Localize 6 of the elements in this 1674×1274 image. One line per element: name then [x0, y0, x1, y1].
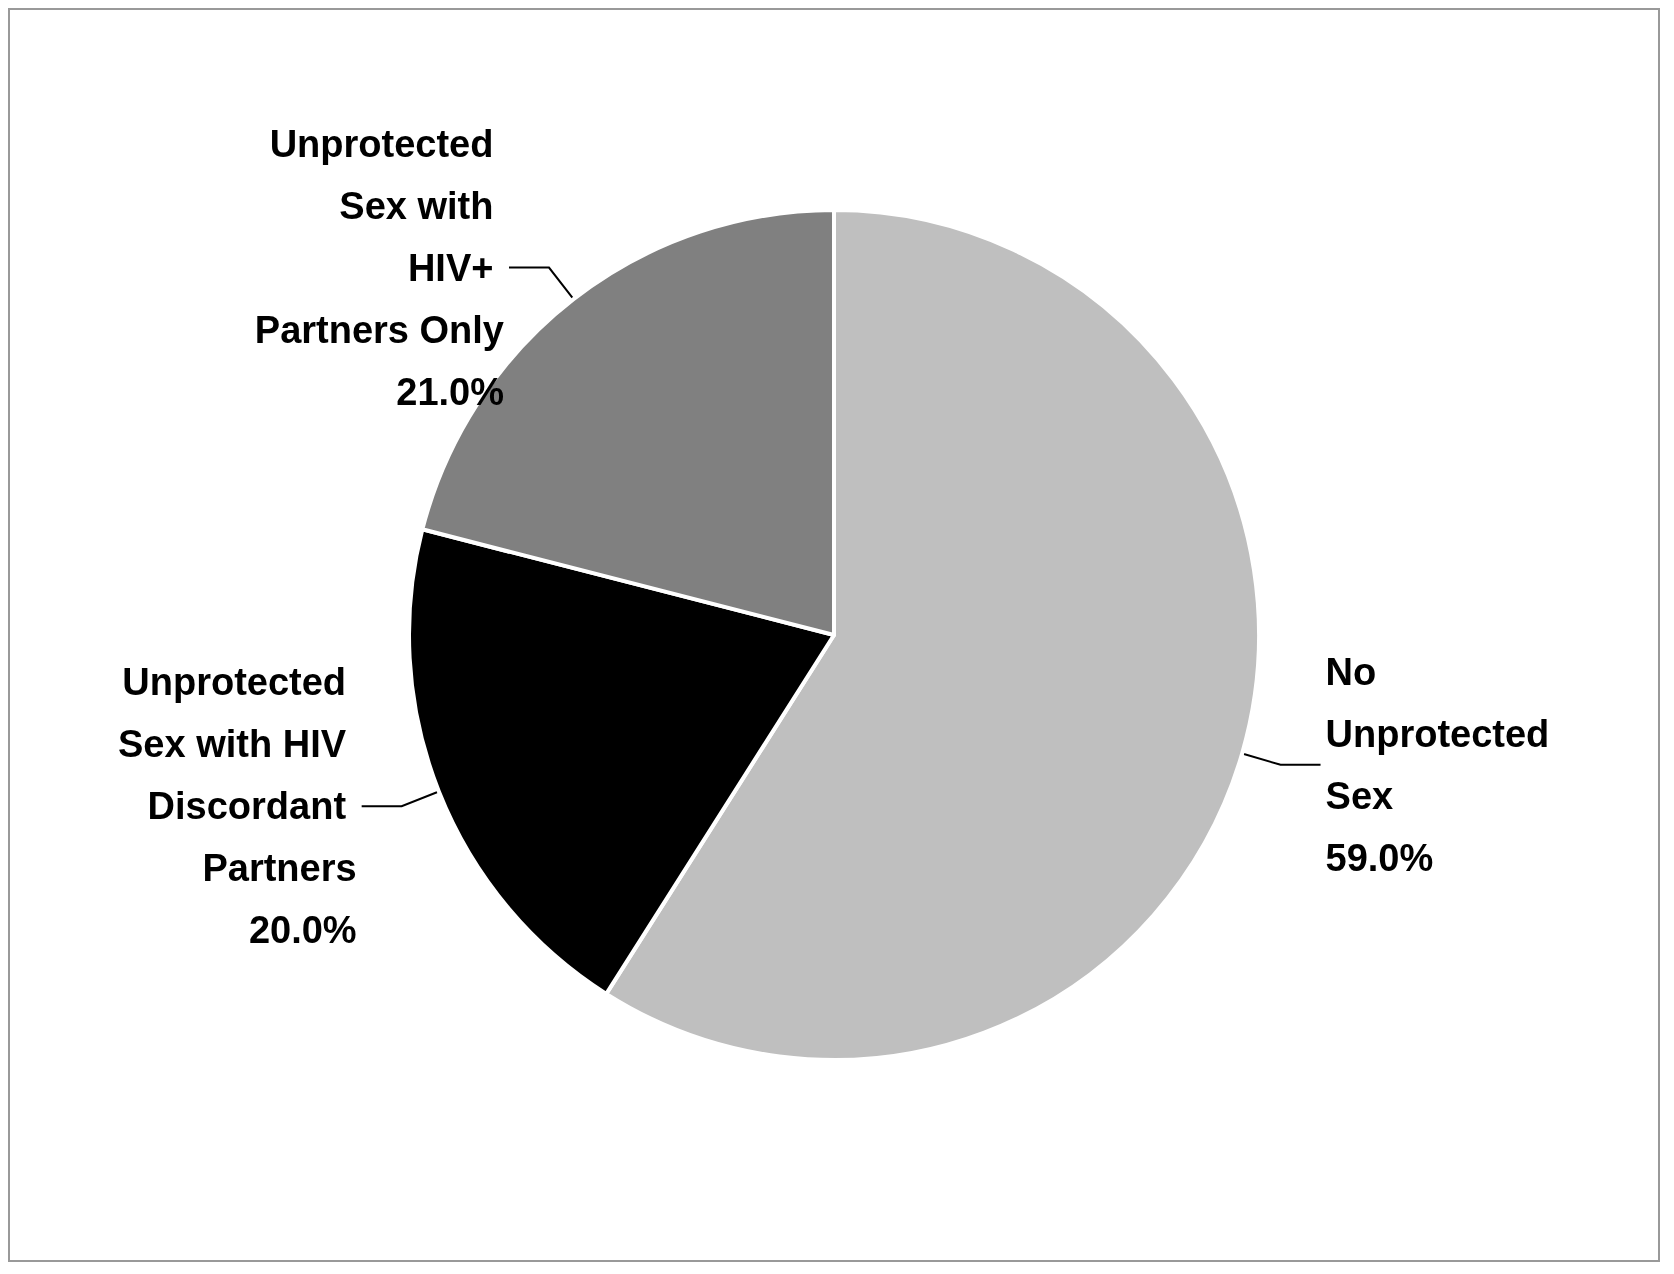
slice-label: Unprotected Sex with HIV Discordant Partners: [118, 661, 357, 890]
data-label: 20.0%: [248, 909, 357, 952]
slice-label: No Unprotected Sex: [1325, 650, 1560, 817]
data-label: 21.0%: [396, 370, 504, 413]
data-label: 59.0%: [1325, 836, 1434, 879]
slice-label: Unprotected Sex with HIV+ Partners Only: [254, 122, 504, 351]
